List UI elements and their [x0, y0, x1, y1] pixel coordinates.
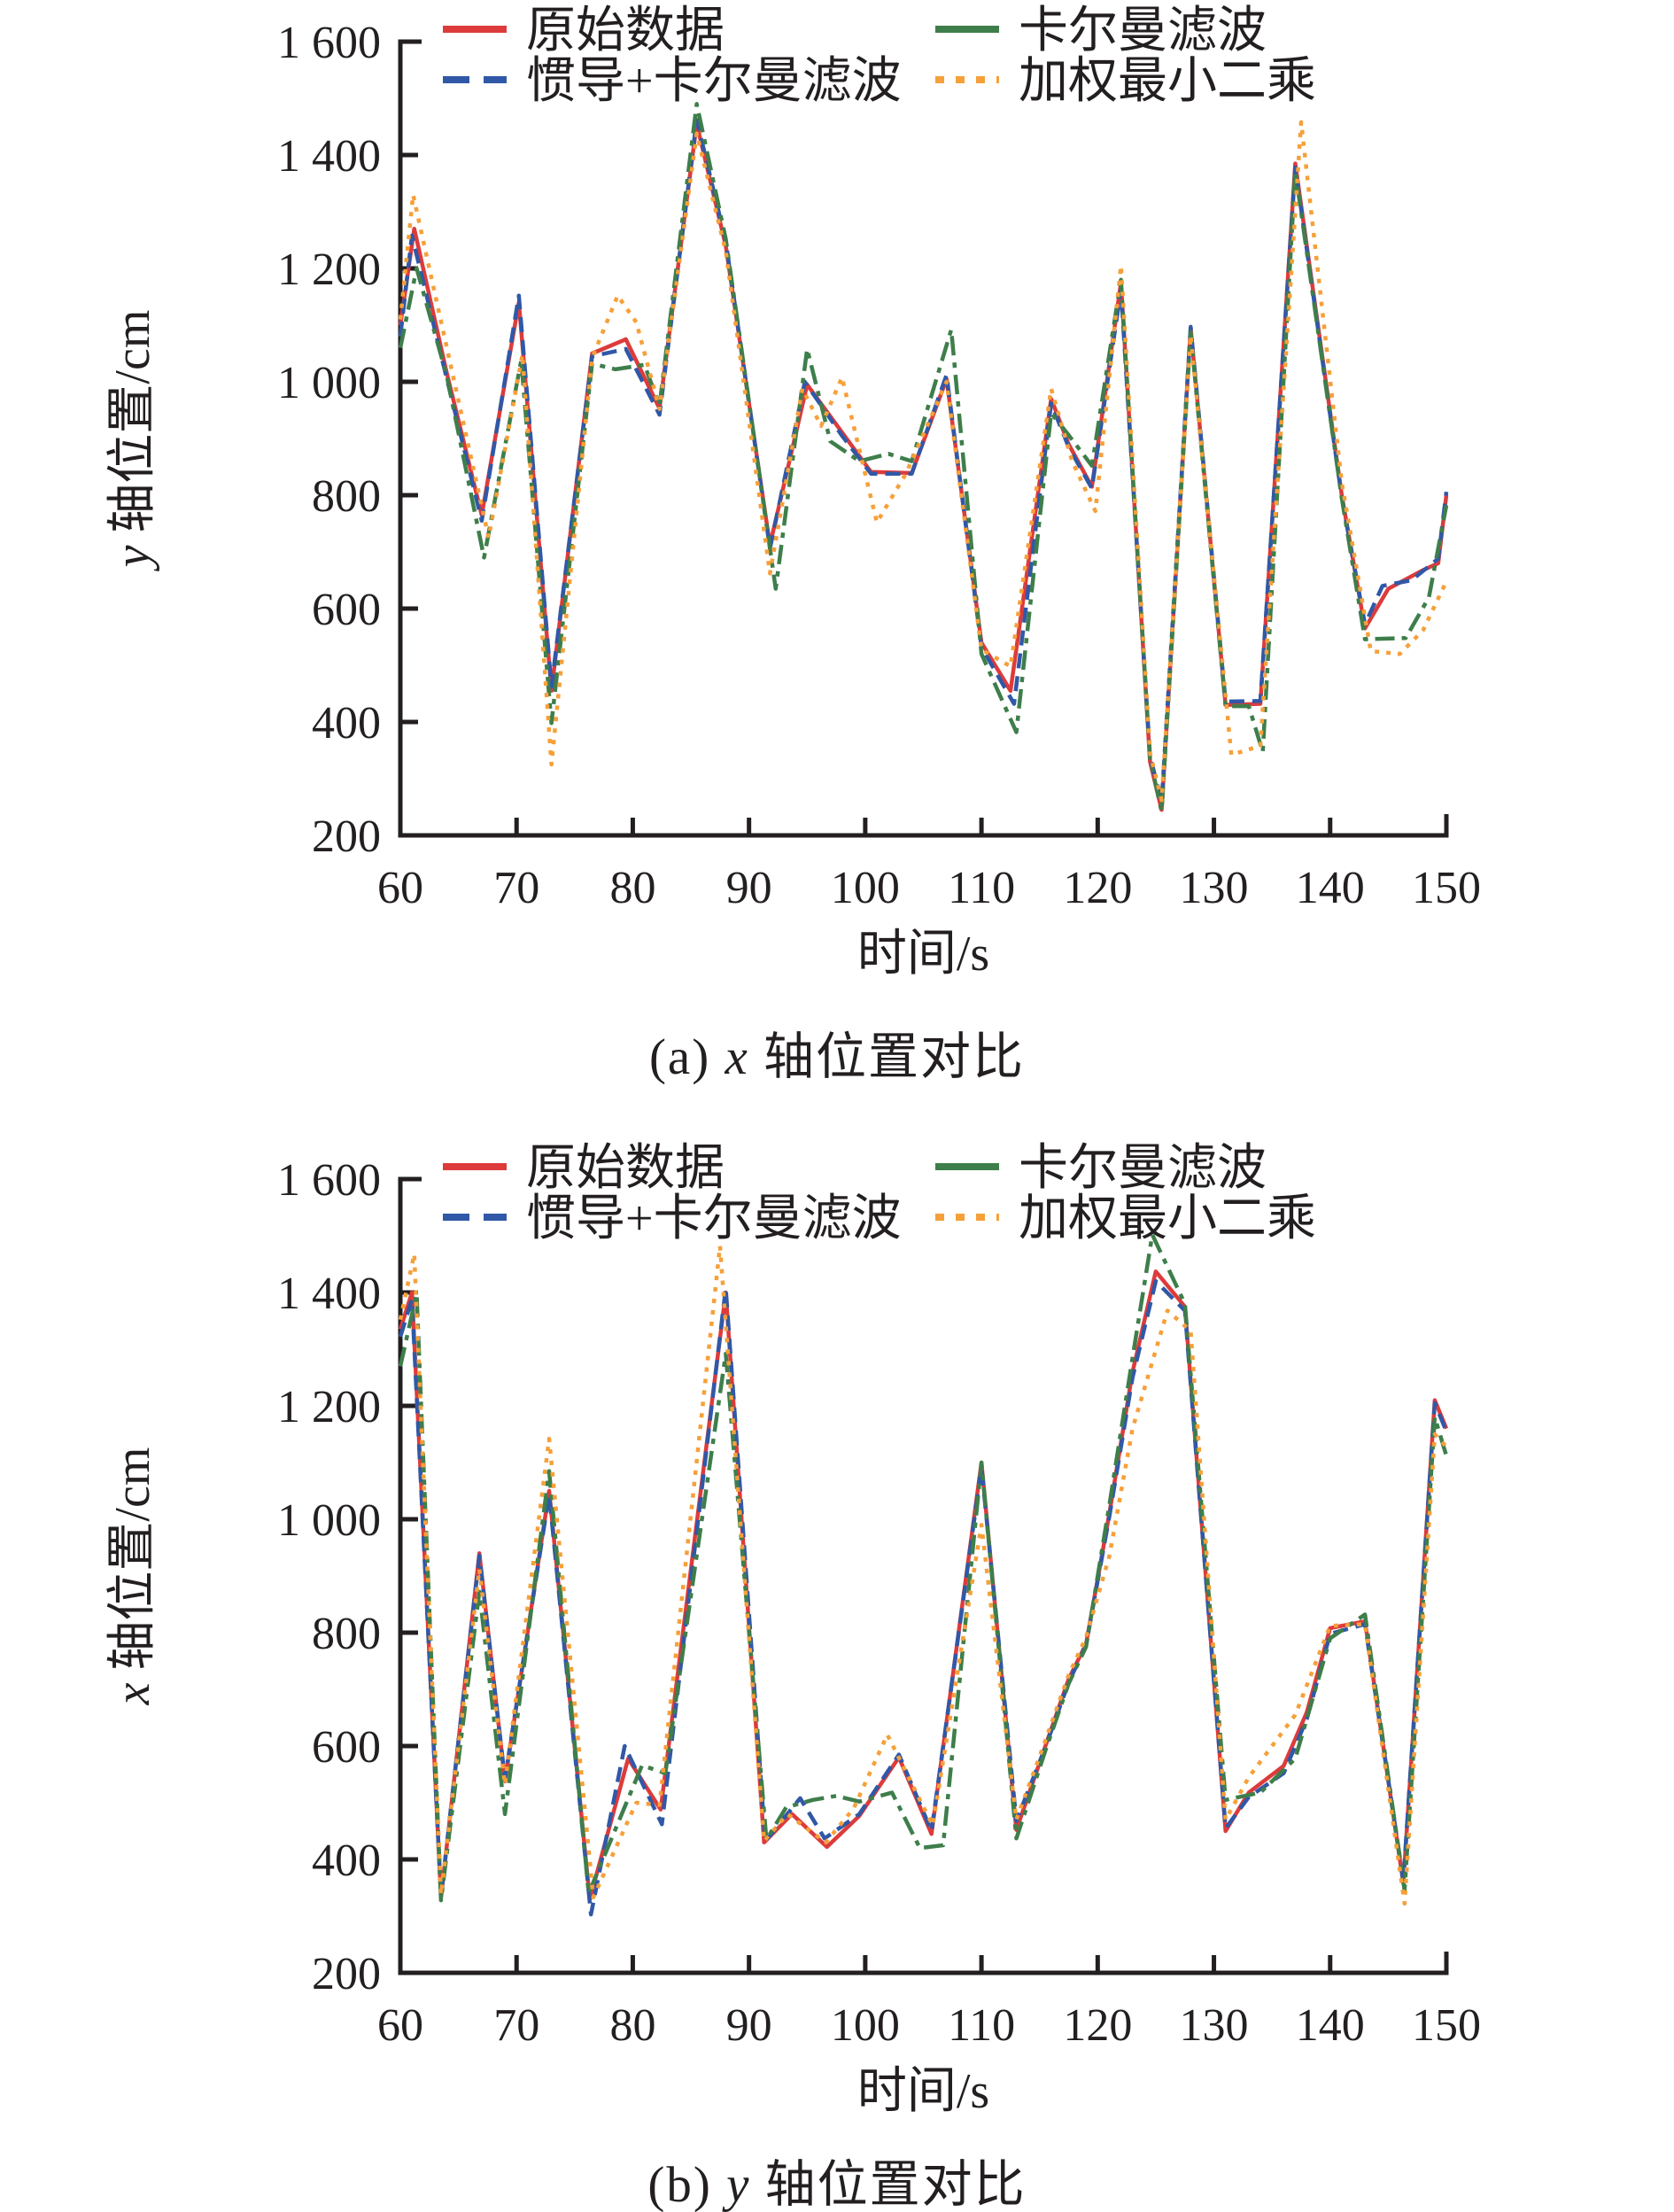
y-tick-label: 1 000 — [277, 1495, 381, 1546]
chart-a-series-3-line — [398, 120, 1449, 803]
x-tick-label: 130 — [1180, 863, 1249, 913]
y-tick-label: 600 — [312, 585, 381, 635]
y-tick-label: 1 600 — [277, 18, 381, 68]
y-tick-label: 1 200 — [277, 1382, 381, 1432]
x-tick-label: 110 — [948, 863, 1015, 913]
y-tick-label: 1 400 — [277, 1269, 381, 1319]
x-tick-label: 70 — [493, 863, 539, 913]
x-axis-title: 时间/s — [857, 927, 989, 982]
x-tick-label: 100 — [831, 2000, 900, 2051]
y-tick-label: 1 400 — [277, 131, 381, 182]
x-tick-label: 150 — [1412, 863, 1481, 913]
caption-b-prefix: (b) — [647, 2157, 727, 2212]
x-tick-label: 150 — [1412, 2000, 1481, 2051]
legend-item-label: 加权最小二乘 — [1019, 1191, 1316, 1246]
legend-item-label: 原始数据 — [526, 1141, 725, 1196]
x-tick-label: 90 — [726, 863, 772, 913]
x-axis-title: 时间/s — [857, 2064, 989, 2119]
y-tick-label: 800 — [312, 1609, 381, 1659]
x-tick-label: 120 — [1063, 863, 1132, 913]
x-tick-label: 110 — [948, 2000, 1015, 2051]
legend-item-label: 加权最小二乘 — [1019, 54, 1316, 109]
chart-b-series-0-line — [398, 1269, 1449, 1902]
y-axis-title: x 轴位置/cm — [105, 1448, 160, 1706]
x-tick-label: 90 — [726, 2000, 772, 2051]
legend-item-label: 惯导+卡尔曼滤波 — [526, 1191, 902, 1246]
y-tick-label: 800 — [312, 471, 381, 522]
caption-a-text: 轴位置对比 — [748, 1029, 1026, 1085]
x-tick-label: 140 — [1296, 2000, 1365, 2051]
x-tick-label: 60 — [377, 2000, 423, 2051]
position-chart-b: 200 400 600 800 1 000 1 200 1 400 1 600 60 70 80 90… — [105, 1141, 1481, 2119]
x-tick-label: 130 — [1180, 2000, 1249, 2051]
y-tick-label: 200 — [312, 1949, 381, 1999]
chart-b-series-3-line — [398, 1244, 1448, 1906]
caption-a: (a) x 轴位置对比 — [0, 1016, 1674, 1089]
y-tick-label: 400 — [312, 1836, 381, 1886]
x-tick-label: 70 — [493, 2000, 539, 2051]
legend-item-label: 惯导+卡尔曼滤波 — [526, 54, 902, 109]
y-tick-label: 200 — [312, 811, 381, 862]
caption-b-variable: y — [726, 2157, 751, 2212]
x-tick-label: 120 — [1063, 2000, 1132, 2051]
chart-b-series-2-line — [398, 1232, 1449, 1903]
x-tick-label: 80 — [609, 863, 655, 913]
caption-a-prefix: (a) — [648, 1029, 725, 1085]
y-tick-label: 1 200 — [277, 244, 381, 295]
y-tick-label: 600 — [312, 1722, 381, 1773]
x-tick-label: 80 — [609, 2000, 655, 2051]
y-tick-label: 400 — [312, 698, 381, 749]
legend-item-label: 原始数据 — [526, 4, 725, 58]
chart-a-series-1-line — [398, 118, 1449, 805]
caption-b: (b) y 轴位置对比 — [0, 2144, 1674, 2212]
x-tick-label: 140 — [1296, 863, 1365, 913]
caption-b-text: 轴位置对比 — [750, 2157, 1027, 2212]
y-tick-label: 1 600 — [277, 1155, 381, 1206]
chart-a-series-2-line — [398, 102, 1449, 814]
x-tick-label: 60 — [377, 863, 423, 913]
y-tick-label: 1 000 — [277, 358, 381, 408]
caption-a-variable: x — [725, 1029, 749, 1085]
legend-item-label: 卡尔曼滤波 — [1019, 1141, 1267, 1196]
position-chart-a: 200 400 600 800 1 000 1 200 1 400 1 600 60 70 80 90… — [105, 4, 1481, 982]
x-tick-label: 100 — [831, 863, 900, 913]
y-axis-title: y 轴位置/cm — [105, 310, 160, 572]
legend-item-label: 卡尔曼滤波 — [1019, 4, 1267, 58]
